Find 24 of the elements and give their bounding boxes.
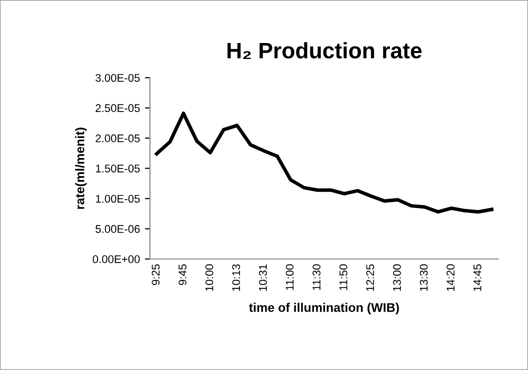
x-tick-label: 9:25	[152, 264, 160, 285]
x-tick-label: 11:30	[312, 264, 320, 290]
chart-title: H₂ Production rate	[228, 42, 422, 59]
y-tick-label: 5.00E-06	[96, 225, 140, 233]
x-tick-label: 10:13	[232, 264, 240, 291]
x-tick-label: 14:20	[446, 264, 455, 291]
x-axis-title: time of illumination (WIB)	[249, 302, 399, 314]
y-tick-label: 3.00E-05	[96, 74, 140, 82]
x-tick-label: 13:00	[393, 264, 401, 291]
x-tick-label: 13:30	[420, 264, 428, 291]
x-tick-label: 10:31	[258, 264, 267, 291]
y-tick-label: 1.50E-05	[96, 164, 140, 172]
x-tick-label: 11:00	[286, 264, 294, 290]
line-series	[154, 112, 494, 214]
x-tick-label: 14:45	[474, 264, 482, 291]
y-tick-label: 2.50E-05	[96, 104, 140, 112]
x-tick-label: 11:50	[339, 264, 348, 290]
x-tick-label: 10:00	[205, 264, 214, 291]
x-tick-label: 12:25	[366, 264, 374, 291]
y-tick-label: 1.00E-05	[96, 194, 140, 203]
y-tick-label: 2.00E-05	[96, 134, 140, 142]
y-tick-label: 0.00E+00	[92, 255, 140, 264]
y-axis-title: rate(ml/menit)	[75, 128, 87, 209]
x-tick-label: 9:45	[178, 264, 186, 285]
